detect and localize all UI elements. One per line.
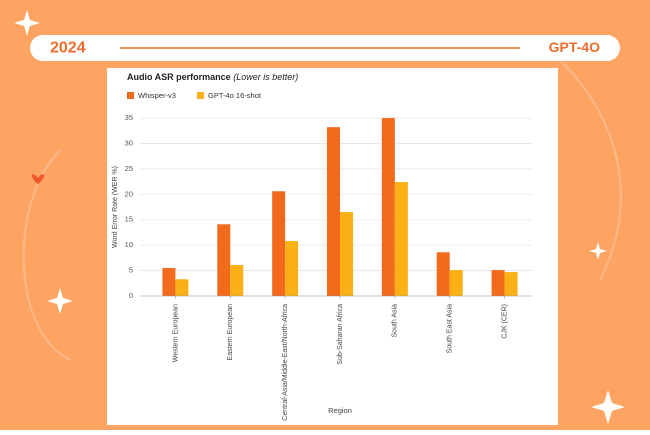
title-text: Audio ASR performance — [127, 72, 231, 82]
bar — [449, 270, 463, 296]
bar — [217, 224, 231, 296]
y-tick-label: 30 — [125, 138, 133, 147]
y-tick-label: 10 — [125, 240, 133, 249]
decoration — [22, 59, 622, 361]
bar — [491, 270, 505, 296]
bar — [394, 182, 408, 296]
x-axis-label: Region — [328, 406, 352, 415]
x-tick-label: South East Asia — [447, 304, 454, 354]
x-tick-label: Sub-Saharan Africa — [337, 304, 344, 365]
bar — [285, 241, 299, 296]
y-tick-label: 5 — [129, 266, 133, 275]
header-year: 2024 — [50, 40, 86, 57]
x-tick-label: Eastern European — [227, 304, 234, 361]
y-tick-label: 25 — [125, 164, 133, 173]
sparkle — [47, 288, 73, 314]
y-axis-label: Word Error Rate (WER %) — [112, 166, 119, 248]
chart-title: Audio ASR performance (Lower is better) — [127, 72, 298, 82]
y-tick-label: 35 — [125, 113, 133, 122]
sparkle — [591, 390, 625, 424]
y-tick-label: 0 — [129, 291, 133, 300]
sparkle — [589, 242, 607, 260]
bar — [327, 127, 340, 296]
bar — [175, 279, 189, 296]
legend-label: GPT-4o 16-shot — [208, 91, 262, 100]
legend-swatch — [127, 92, 134, 99]
x-tick-label: Western European — [172, 304, 179, 362]
header-model: GPT-4O — [549, 39, 600, 55]
bar — [381, 118, 395, 296]
y-tick-label: 15 — [125, 215, 133, 224]
bar — [504, 272, 518, 296]
y-tick-label: 20 — [125, 189, 133, 198]
legend-swatch — [197, 92, 204, 99]
bar — [230, 264, 244, 296]
bar — [436, 252, 450, 296]
x-tick-label: Central-Asia/Middle-East/North-Africa — [282, 304, 289, 421]
bar — [272, 191, 286, 296]
legend-label: Whisper-v3 — [138, 91, 176, 100]
bar — [340, 212, 353, 296]
sparkle — [14, 10, 40, 36]
bar — [162, 268, 176, 296]
subtitle-text: (Lower is better) — [233, 72, 298, 82]
x-tick-label: South Asia — [392, 304, 399, 338]
x-tick-label: CJK (CER) — [501, 304, 508, 339]
heart — [31, 174, 45, 184]
